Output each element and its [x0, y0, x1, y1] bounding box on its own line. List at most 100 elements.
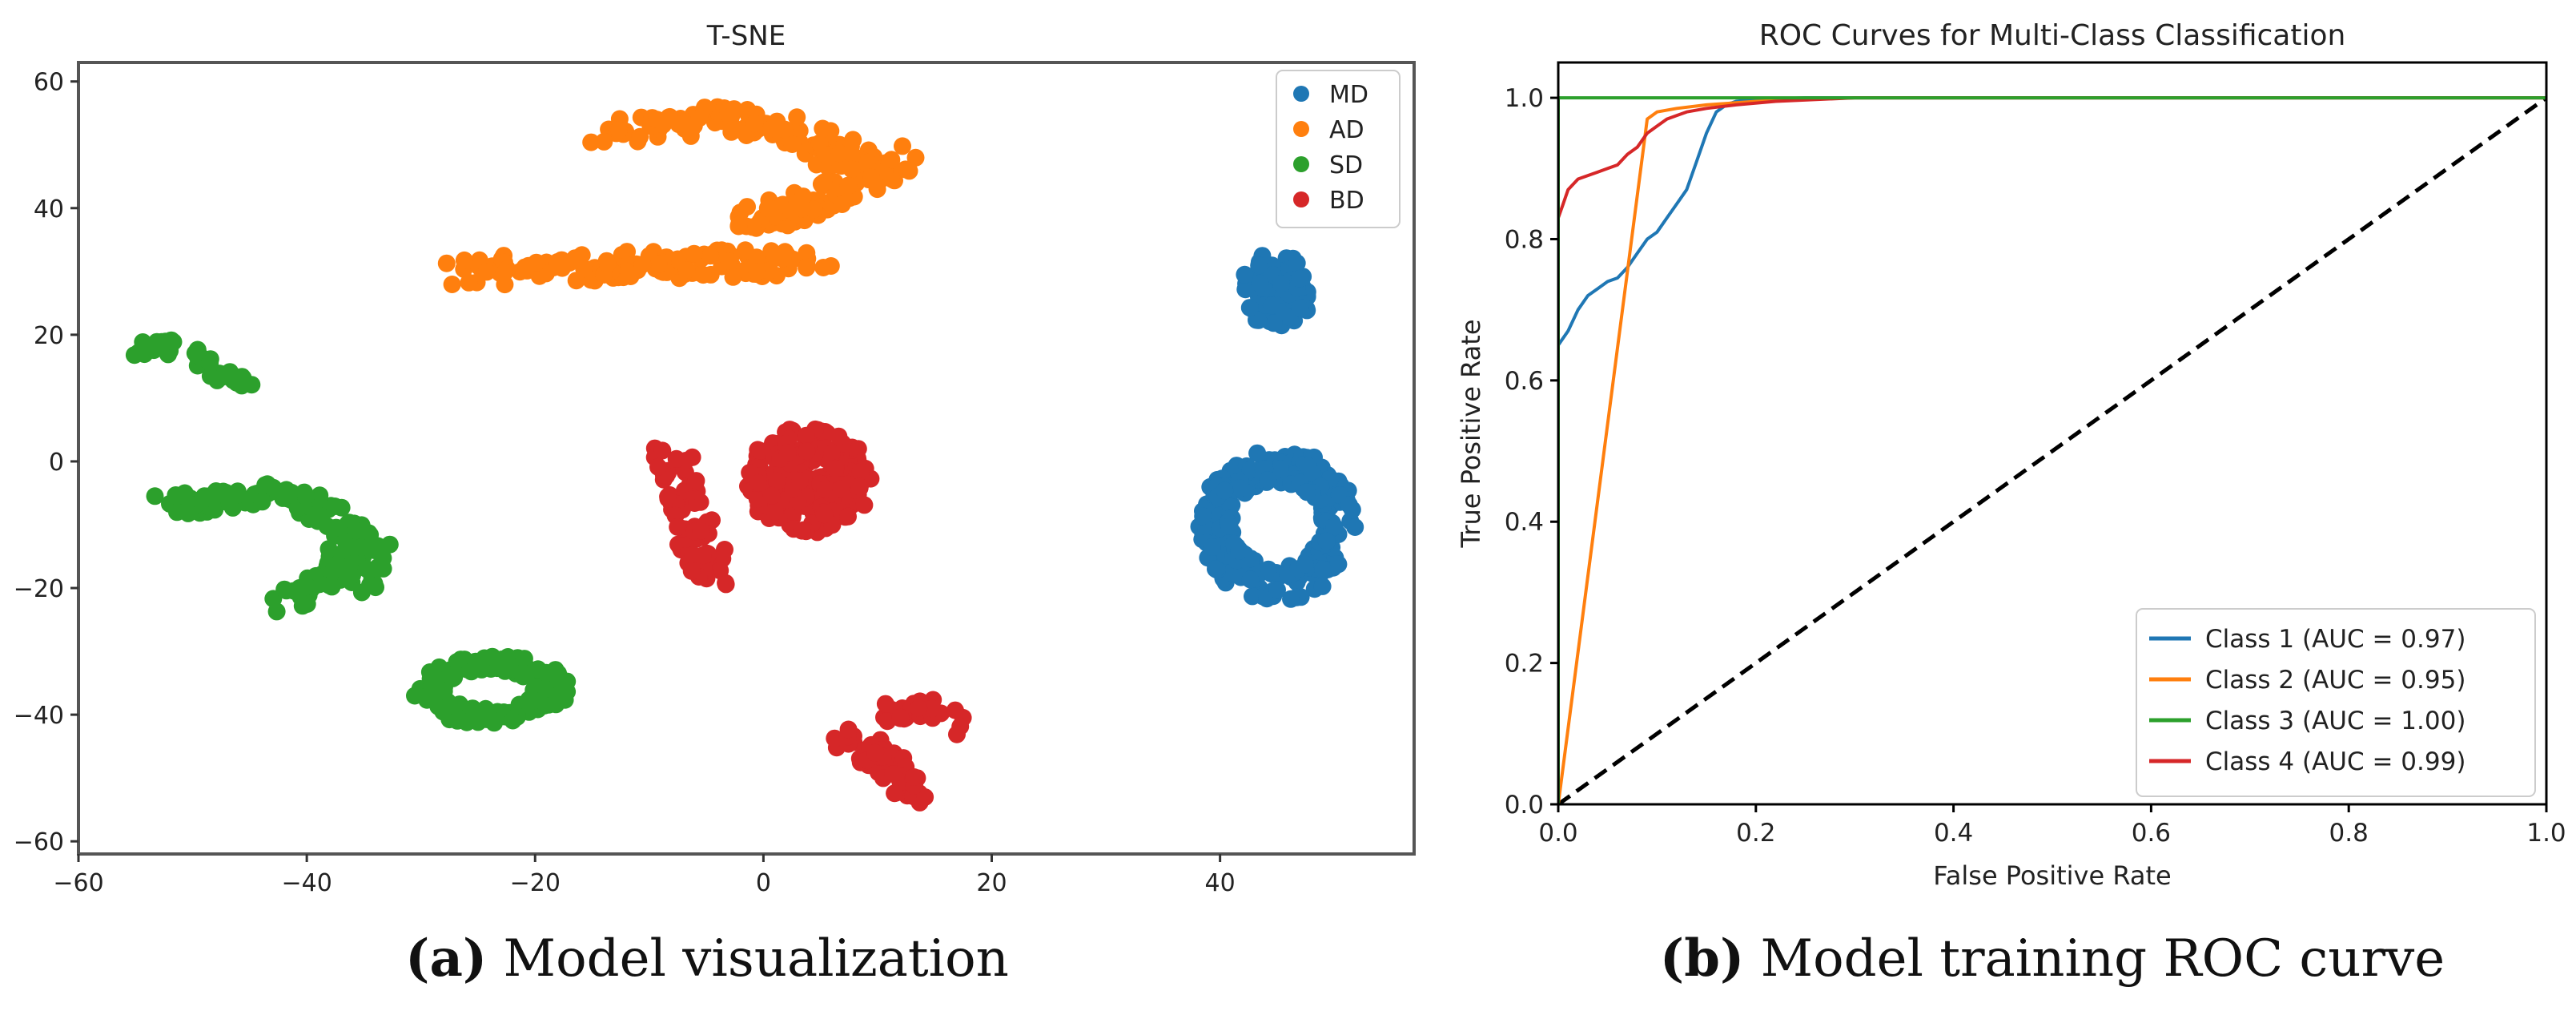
- roc-legend-label-class-4: Class 4 (AUC = 0.99): [2205, 747, 2465, 776]
- tsne-point: [816, 481, 834, 498]
- tsne-point: [1248, 444, 1267, 462]
- tsne-legend-marker-sd: [1293, 156, 1309, 172]
- caption-a-text: Model visualization: [487, 929, 1009, 989]
- tsne-point: [814, 173, 833, 191]
- tsne-point: [146, 487, 164, 506]
- tsne-point: [192, 493, 211, 511]
- tsne-legend-marker-bd: [1293, 191, 1309, 207]
- tsne-point: [1251, 274, 1269, 292]
- tsne-point: [345, 538, 364, 557]
- tsne-point: [882, 151, 901, 169]
- tsne-point: [687, 472, 705, 490]
- tsne-point: [537, 663, 556, 682]
- tsne-point: [475, 649, 493, 667]
- roc-x-tick-label: 1.0: [2526, 819, 2566, 848]
- tsne-point: [633, 256, 652, 274]
- caption-b-text: Model training ROC curve: [1744, 929, 2445, 989]
- tsne-point: [1298, 483, 1316, 501]
- tsne-point: [692, 522, 710, 540]
- tsne-series-sd: [125, 331, 577, 732]
- tsne-legend-label-sd: SD: [1329, 151, 1363, 179]
- tsne-point: [788, 108, 806, 127]
- tsne-point: [862, 168, 881, 187]
- tsne-point: [1203, 538, 1221, 557]
- tsne-point: [798, 244, 816, 262]
- tsne-point: [444, 669, 462, 687]
- roc-x-tick-label: 0.6: [2132, 819, 2171, 848]
- tsne-point: [455, 251, 473, 269]
- tsne-point: [762, 486, 781, 505]
- tsne-point: [717, 575, 735, 594]
- tsne-point: [368, 537, 387, 555]
- tsne-point: [745, 115, 764, 133]
- roc-legend-label-class-3: Class 3 (AUC = 1.00): [2205, 707, 2465, 735]
- tsne-point: [361, 576, 379, 594]
- tsne-point: [736, 241, 754, 260]
- tsne-point: [822, 257, 840, 275]
- tsne-point: [751, 441, 770, 460]
- tsne-point: [1250, 256, 1268, 275]
- tsne-point: [910, 699, 928, 717]
- tsne-point: [876, 695, 894, 713]
- tsne-point: [832, 480, 850, 498]
- roc-lines: [1558, 96, 2546, 804]
- tsne-point: [530, 267, 549, 285]
- tsne-point: [443, 276, 461, 293]
- tsne-legend-label-md: MD: [1329, 81, 1368, 109]
- tsne-point: [134, 333, 152, 351]
- tsne-point: [1288, 254, 1306, 272]
- tsne-point: [460, 273, 478, 292]
- tsne-point: [582, 133, 601, 151]
- tsne-point: [851, 462, 870, 481]
- tsne-point: [319, 540, 338, 558]
- tsne-point: [458, 713, 476, 731]
- tsne-point: [1230, 542, 1248, 560]
- tsne-point: [320, 576, 339, 594]
- tsne-point: [306, 506, 324, 525]
- tsne-point: [125, 346, 143, 365]
- tsne-point: [1262, 296, 1280, 315]
- tsne-point: [685, 244, 703, 263]
- tsne-point: [842, 160, 861, 179]
- tsne-point: [598, 255, 617, 272]
- tsne-point: [1216, 481, 1234, 500]
- tsne-point: [766, 248, 785, 266]
- tsne-y-tick-label: −20: [14, 575, 64, 603]
- tsne-point: [839, 176, 858, 195]
- tsne-point: [948, 725, 966, 743]
- tsne-point: [1240, 299, 1259, 317]
- roc-title: ROC Curves for Multi-Class Classificatio…: [1759, 19, 2346, 52]
- tsne-point: [1207, 560, 1224, 578]
- tsne-point: [1259, 471, 1277, 489]
- tsne-point: [669, 518, 687, 536]
- tsne-point: [360, 524, 378, 542]
- roc-ticks: 0.0 0.2 0.4 0.6 0.8 1.0 0.0 0.2 0.4 0.6 0.8 1.0: [1505, 84, 2566, 848]
- roc-x-tick-label: 0.2: [1736, 819, 1775, 848]
- tsne-point: [435, 682, 453, 700]
- tsne-point: [201, 354, 219, 372]
- roc-legend-label-class-2: Class 2 (AUC = 0.95): [2205, 666, 2465, 695]
- roc-panel: ROC Curves for Multi-Class Classificatio…: [1456, 19, 2566, 891]
- tsne-point: [232, 377, 251, 395]
- tsne-point: [631, 127, 649, 146]
- tsne-point: [830, 144, 849, 163]
- tsne-ticks: −60 −40 −20 0 20 40 −60 −40 −20 0 20 40 60: [14, 69, 1236, 897]
- roc-y-tick-label: 0.0: [1505, 791, 1544, 820]
- tsne-point: [277, 481, 295, 499]
- tsne-point: [684, 546, 701, 564]
- roc-x-tick-label: 0.0: [1538, 819, 1577, 848]
- tsne-point: [491, 652, 509, 671]
- roc-legend-frame: [2136, 608, 2536, 797]
- roc-line-class-4: [1558, 96, 2546, 804]
- tsne-legend-marker-md: [1293, 86, 1309, 102]
- tsne-y-tick-label: 20: [34, 322, 64, 350]
- tsne-point: [1249, 311, 1268, 329]
- tsne-point: [208, 371, 227, 389]
- tsne-point: [214, 482, 232, 501]
- tsne-point: [690, 109, 709, 127]
- tsne-point: [727, 120, 745, 139]
- tsne-point: [762, 119, 780, 138]
- tsne-point: [1340, 496, 1358, 514]
- tsne-point: [179, 504, 197, 522]
- tsne-point: [620, 264, 638, 283]
